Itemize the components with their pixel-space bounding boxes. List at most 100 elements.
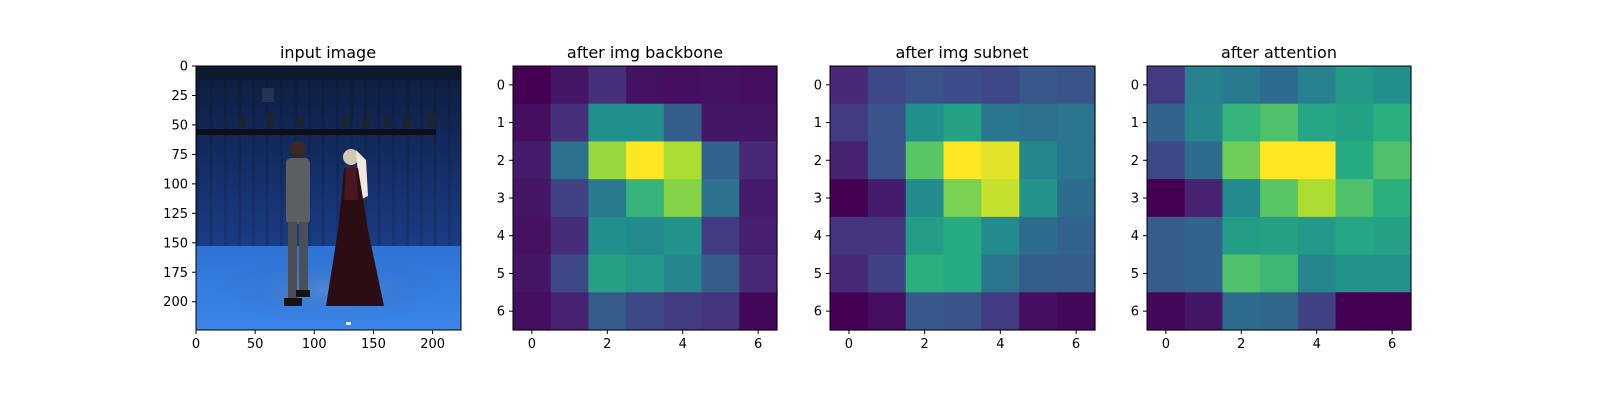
x-tick-label: 4 — [679, 337, 687, 352]
panel-title: after img backbone — [567, 43, 723, 62]
y-tick-label: 6 — [1131, 305, 1139, 320]
heatmap-cell — [905, 141, 945, 180]
heatmap-cells — [830, 66, 1096, 331]
heatmap-cell — [626, 216, 665, 256]
heatmap-cell — [1222, 254, 1261, 293]
heatmap-cell — [663, 292, 703, 331]
heatmap-cell — [830, 254, 869, 293]
y-tick-label: 3 — [1131, 192, 1139, 207]
heatmap-cell — [626, 66, 665, 105]
heatmap-cell — [1057, 292, 1096, 331]
heatmap-cell — [626, 141, 665, 180]
heatmap-cell — [867, 141, 907, 180]
heatmap-cell — [1335, 66, 1374, 105]
floor-marker — [346, 322, 351, 325]
heatmap-cell — [550, 254, 590, 293]
heatmap-cell — [1373, 103, 1412, 143]
heatmap-cell — [663, 179, 703, 218]
heatmap-cell — [1184, 179, 1224, 218]
heatmap-cells — [1147, 66, 1412, 331]
heatmap-cell — [1184, 254, 1224, 293]
person-woman — [326, 149, 384, 306]
heatmap-cell — [513, 141, 552, 180]
heatmap-cell — [701, 103, 740, 143]
y-tick-label: 0 — [497, 78, 505, 93]
panel-axes: 0 50 100 150 200 0 25 50 75 100 125 150 175 200 — [163, 60, 445, 353]
y-tick-label: 2 — [497, 154, 505, 169]
heatmap-cell — [1057, 254, 1096, 293]
heatmap-cell — [905, 216, 945, 256]
heatmap-cell — [905, 179, 945, 218]
y-tick-label: 1 — [1131, 116, 1139, 131]
y-tick-label: 25 — [171, 89, 188, 104]
heatmap-cell — [513, 216, 552, 256]
panel-input-image: input image — [163, 43, 462, 353]
heatmap-cell — [701, 216, 740, 256]
heatmap-cell — [588, 254, 627, 293]
heatmap-cell — [1373, 66, 1412, 105]
x-tick-label: 2 — [921, 337, 929, 352]
heatmap-cell — [739, 216, 778, 256]
heatmap-cell — [1222, 179, 1261, 218]
heatmap-cell — [663, 216, 703, 256]
x-tick-label: 150 — [361, 337, 386, 352]
panel-axes: 0 2 4 6 0 1 2 3 4 5 6 — [497, 78, 763, 352]
heatmap-cell — [1260, 254, 1299, 293]
heatmap-cell — [1335, 141, 1374, 180]
panel-title: input image — [280, 43, 376, 62]
y-tick-label: 0 — [180, 60, 188, 75]
heatmap-cell — [1260, 216, 1299, 256]
heatmap-cell — [1184, 103, 1224, 143]
heatmap-cell — [663, 141, 703, 180]
heatmap-cell — [943, 292, 983, 331]
y-tick-label: 50 — [171, 118, 188, 133]
heatmap-cell — [830, 179, 869, 218]
lighting-truss — [196, 129, 436, 135]
heatmap-cell — [1019, 66, 1058, 105]
heatmap-cell — [550, 141, 590, 180]
heatmap-cell — [739, 179, 778, 218]
heatmap-cell — [1147, 292, 1186, 331]
heatmap-cell — [1147, 66, 1186, 105]
x-tick-label: 2 — [603, 337, 611, 352]
heatmap-cell — [701, 179, 740, 218]
heatmap-cell — [1297, 254, 1337, 293]
heatmap-cell — [739, 141, 778, 180]
heatmap-cell — [1335, 254, 1374, 293]
heatmap-cell — [513, 66, 552, 105]
y-tick-label: 150 — [163, 236, 188, 251]
heatmap-cell — [867, 179, 907, 218]
heatmap-cell — [943, 254, 983, 293]
heatmap-cell — [739, 254, 778, 293]
heatmap-cell — [550, 292, 590, 331]
heatmap-cell — [981, 179, 1020, 218]
curtain-pleats — [196, 66, 461, 248]
heatmap-cell — [513, 179, 552, 218]
y-tick-label: 5 — [497, 267, 505, 282]
y-tick-label: 2 — [1131, 154, 1139, 169]
heatmap-cell — [1297, 216, 1337, 256]
heatmap-cell — [588, 141, 627, 180]
panel-axes: 0 2 4 6 0 1 2 3 4 5 6 — [814, 78, 1080, 352]
panel-after-img-backbone: after img backbone 0 2 4 6 0 1 2 3 4 5 6 — [497, 43, 778, 352]
heatmap-cell — [830, 103, 869, 143]
heatmap-cell — [1260, 103, 1299, 143]
lighting-truss-upper — [196, 66, 461, 80]
heatmap-cell — [1222, 103, 1261, 143]
photo-frame — [195, 65, 462, 331]
heatmap-cell — [626, 103, 665, 143]
heatmap-cell — [663, 103, 703, 143]
heatmap-cell — [1057, 66, 1096, 105]
heatmap-cell — [588, 292, 627, 331]
heatmap-cell — [550, 179, 590, 218]
panel-after-img-subnet: after img subnet 0 2 4 6 0 1 2 3 4 5 6 — [814, 43, 1096, 352]
heatmap-cell — [867, 103, 907, 143]
heatmap-cell — [981, 141, 1020, 180]
heatmap-cell — [1297, 141, 1337, 180]
photo — [195, 65, 462, 331]
heatmap-cell — [663, 254, 703, 293]
y-tick-label: 5 — [1131, 267, 1139, 282]
person-man — [284, 141, 310, 306]
heatmap-cell — [588, 216, 627, 256]
